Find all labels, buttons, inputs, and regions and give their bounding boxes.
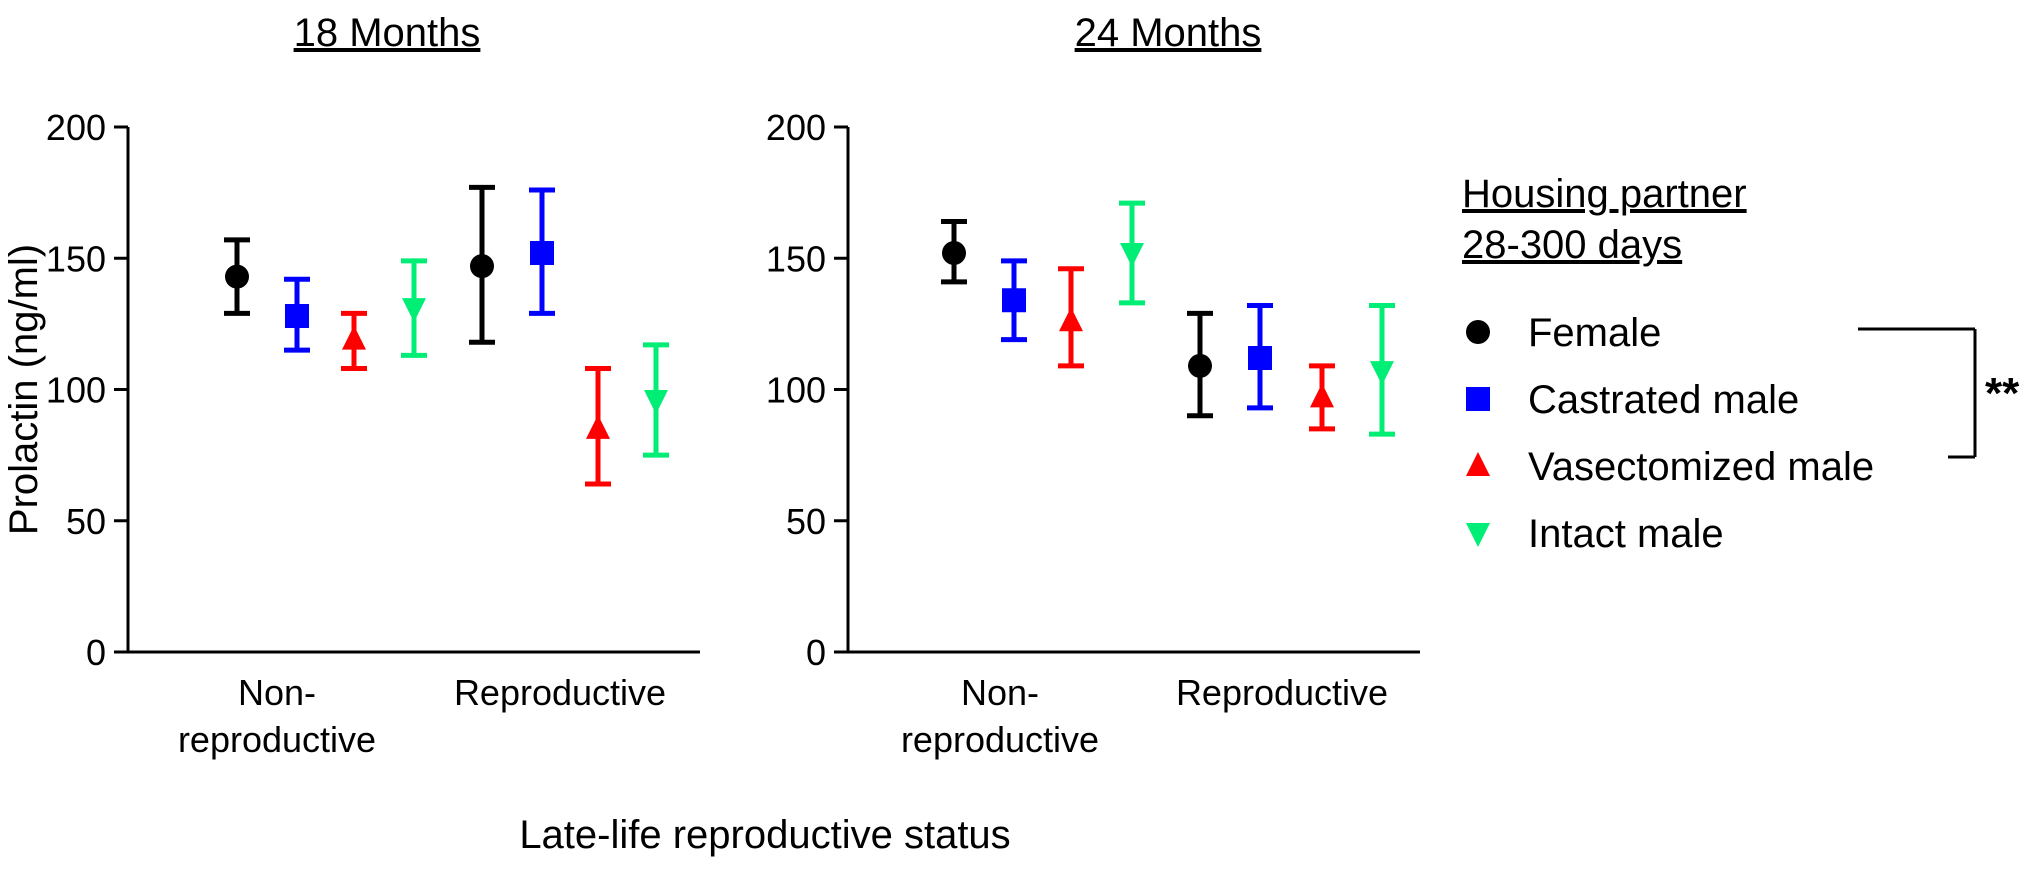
marker-vasectomized-male	[342, 325, 366, 350]
data-point-intact-male	[1119, 200, 1145, 306]
marker-intact-male	[644, 390, 668, 414]
y-tick-label: 200	[46, 107, 106, 148]
marker-castrated-male	[530, 241, 554, 265]
y-axis-label: Prolactin (ng/ml)	[2, 244, 46, 535]
x-axis-label: Late-life reproductive status	[519, 813, 1010, 857]
data-point-vasectomized-male	[1309, 363, 1335, 432]
panel-18-months: 18 Months 0 50 100 150 200 Prolactin (ng/ml) No…	[2, 11, 700, 760]
marker-castrated-male	[1002, 288, 1026, 313]
legend-label: Female	[1528, 311, 1661, 355]
marker-vasectomized-male	[586, 414, 610, 439]
legend-marker-intact-male	[1466, 523, 1490, 547]
marker-castrated-male	[285, 304, 309, 328]
y-tick-label: 100	[46, 370, 106, 411]
x-tick-label: Non-reproductive	[901, 672, 1099, 760]
data-point-intact-male	[643, 342, 669, 458]
legend-item-castrated-male: Castrated male	[1466, 378, 1799, 422]
data-point-vasectomized-male	[1058, 266, 1084, 369]
y-tick-label: 200	[766, 107, 826, 148]
legend-marker-castrated-male	[1466, 387, 1490, 411]
marker-female	[1188, 353, 1212, 378]
legend-item-female: Female	[1466, 311, 1661, 355]
marker-intact-male	[1370, 361, 1394, 386]
y-tick-label: 50	[786, 501, 826, 542]
chart-title: 24 Months	[1075, 11, 1262, 55]
marker-intact-male	[402, 298, 426, 323]
data-point-castrated-male	[1001, 258, 1027, 343]
y-tick-label: 0	[806, 632, 826, 673]
data-point-castrated-male	[284, 276, 310, 353]
legend-marker-female	[1466, 320, 1490, 344]
data-point-intact-male	[401, 258, 427, 358]
marker-intact-male	[1120, 243, 1144, 267]
x-tick-label: Non-reproductive	[178, 672, 376, 760]
data-point-female	[941, 219, 967, 285]
data-point-vasectomized-male	[341, 310, 367, 371]
legend-item-vasectomized-male: Vasectomized male	[1466, 445, 1874, 489]
data-point-female	[1187, 310, 1213, 419]
x-tick-label: Reproductive	[1176, 672, 1388, 713]
legend-label: Castrated male	[1528, 378, 1799, 422]
legend-label: Intact male	[1528, 512, 1724, 556]
y-tick-label: 50	[66, 501, 106, 542]
significance-bracket: **	[1858, 327, 2020, 459]
data-point-intact-male	[1369, 303, 1395, 437]
y-tick-label: 150	[46, 238, 106, 279]
y-tick-label: 0	[86, 632, 106, 673]
marker-female	[225, 264, 249, 289]
data-point-female	[469, 184, 495, 345]
marker-vasectomized-male	[1059, 307, 1083, 332]
data-point-female	[224, 237, 250, 316]
data-point-castrated-male	[1247, 303, 1273, 411]
significance-stars: **	[1985, 369, 2020, 418]
legend-title-line2: 28-300 days	[1462, 223, 1682, 267]
x-tick-label: Reproductive	[454, 672, 666, 713]
legend-item-intact-male: Intact male	[1466, 512, 1724, 556]
legend-marker-vasectomized-male	[1466, 452, 1490, 476]
legend-title-line1: Housing partner	[1462, 172, 1747, 216]
data-point-castrated-male	[529, 187, 555, 316]
marker-vasectomized-male	[1310, 383, 1334, 408]
y-tick-label: 150	[766, 238, 826, 279]
chart-title: 18 Months	[294, 11, 481, 55]
legend-label: Vasectomized male	[1528, 445, 1874, 489]
panel-24-months: 24 Months 0 50 100 150 200 Non-reproductive Rep…	[766, 11, 1420, 760]
marker-castrated-male	[1248, 346, 1272, 370]
data-point-vasectomized-male	[585, 366, 611, 487]
y-tick-label: 100	[766, 370, 826, 411]
marker-female	[470, 254, 494, 279]
marker-female	[942, 241, 966, 265]
legend: Housing partner 28-300 days Female Castra…	[1462, 172, 1874, 556]
